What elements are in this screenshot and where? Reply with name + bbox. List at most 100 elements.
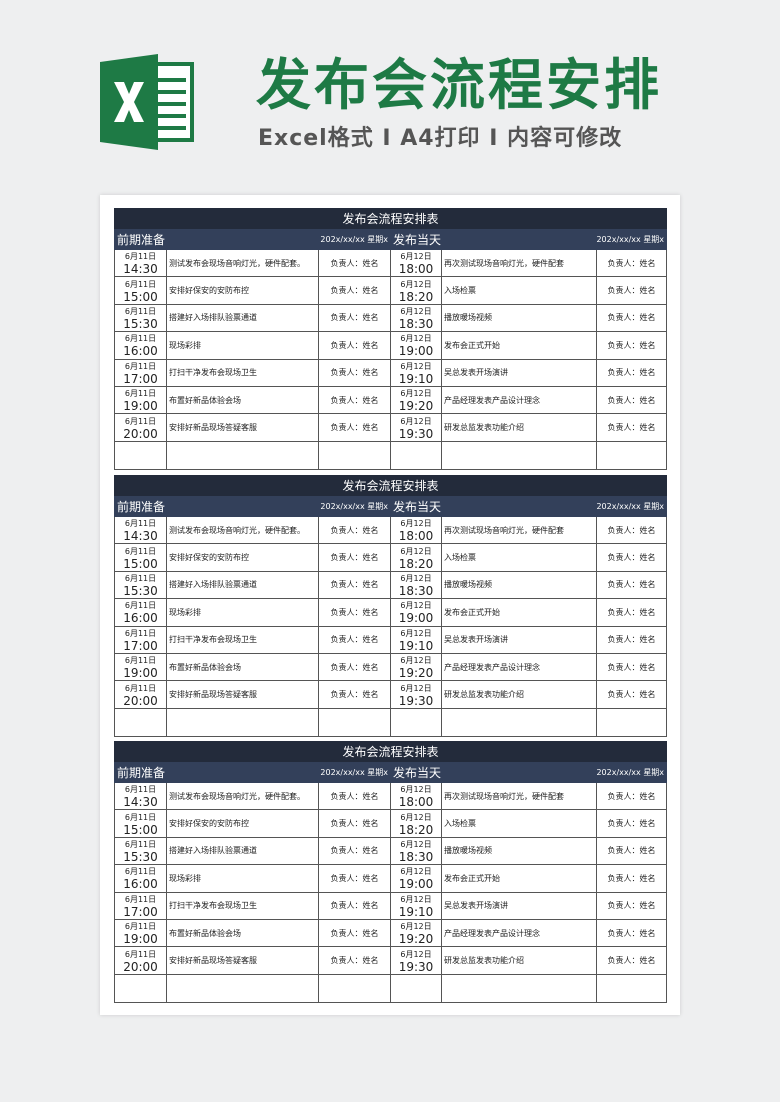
title: 发布会流程安排	[256, 53, 663, 117]
left-owner: 负责人：姓名	[318, 918, 391, 948]
right-owner: 负责人：姓名	[595, 413, 668, 442]
right-owner: 负责人：姓名	[595, 570, 668, 600]
day: 6月11日	[124, 894, 157, 904]
left-owner: 负责人：姓名	[318, 836, 391, 866]
right-date: 202x/xx/xx 星期x	[440, 495, 668, 517]
time: 19:00	[398, 344, 434, 359]
left-task: 安排好新品现场答疑客服	[166, 946, 319, 975]
left-owner: 负责人：姓名	[318, 358, 391, 387]
time: 20:00	[123, 693, 158, 708]
schedule-row: 6月11日 19:00 布置好新品体验会场 负责人：姓名 6月12日 19:20 产品经理发…	[114, 385, 668, 415]
right-time-cell: 6月12日 19:20	[390, 918, 442, 948]
table-title: 发布会流程安排表	[113, 208, 668, 229]
right-owner: 负责人：姓名	[595, 652, 668, 682]
left-task: 打扫干净发布会现场卫生	[166, 358, 319, 387]
right-owner: 负责人：姓名	[595, 331, 668, 360]
time: 17:00	[123, 904, 158, 919]
left-task: 安排好新品现场答疑客服	[166, 680, 319, 709]
excel-icon	[100, 54, 194, 150]
right-owner: 负责人：姓名	[595, 543, 668, 572]
day: 6月12日	[400, 812, 432, 822]
right-owner: 负责人：姓名	[595, 248, 668, 278]
left-time-cell: 6月11日 20:00	[114, 413, 167, 442]
table-body: 发布会流程安排表 前期准备 202x/xx/xx 星期x 发布当天 202x/xx/xx…	[113, 475, 668, 737]
schedule-row: 6月11日 17:00 打扫干净发布会现场卫生 负责人：姓名 6月12日 19:10 吴总发…	[114, 625, 668, 654]
left-date: 202x/xx/xx 星期x	[166, 228, 391, 250]
header-row: 前期准备 202x/xx/xx 星期x 发布当天 202x/xx/xx 星期x	[114, 495, 668, 517]
left-time-cell: 6月11日 20:00	[114, 946, 167, 975]
header-row: 前期准备 202x/xx/xx 星期x 发布当天 202x/xx/xx 星期x	[114, 228, 668, 250]
right-owner: 负责人：姓名	[595, 680, 668, 709]
time: 15:00	[123, 289, 158, 304]
right-task: 再次测试现场音响灯光，硬件配套	[441, 248, 597, 278]
day: 6月12日	[400, 252, 432, 262]
schedule-row: 6月11日 19:00 布置好新品体验会场 负责人：姓名 6月12日 19:20 产品经理发…	[114, 918, 668, 948]
empty-cell	[318, 707, 391, 737]
day: 6月12日	[400, 922, 432, 932]
left-task: 搭建好入场排队验票通道	[166, 570, 319, 600]
time: 18:20	[398, 822, 434, 837]
time: 16:00	[123, 611, 158, 626]
empty-row	[114, 707, 668, 737]
time: 19:20	[398, 666, 434, 681]
time: 19:00	[123, 666, 158, 681]
right-time-cell: 6月12日 19:00	[390, 331, 442, 360]
left-time-cell: 6月11日 17:00	[114, 891, 167, 920]
schedule-row: 6月11日 20:00 安排好新品现场答疑客服 负责人：姓名 6月12日 19:30 研发总…	[114, 946, 668, 975]
day: 6月11日	[124, 519, 157, 529]
schedule-row: 6月11日 17:00 打扫干净发布会现场卫生 负责人：姓名 6月12日 19:10 吴总发…	[114, 358, 668, 387]
day: 6月11日	[124, 949, 157, 959]
left-time-cell: 6月11日 17:00	[114, 625, 167, 654]
schedule-table: 发布会流程安排表 前期准备 202x/xx/xx 星期x 发布当天 202x/xx/xx…	[113, 741, 668, 1003]
right-time-cell: 6月12日 18:00	[390, 515, 442, 545]
empty-cell	[441, 973, 597, 1003]
title-row: 发布会流程安排表	[113, 208, 668, 229]
time: 19:20	[398, 399, 434, 414]
time: 19:30	[398, 693, 434, 708]
right-time-cell: 6月12日 19:30	[390, 680, 442, 709]
day: 6月12日	[400, 279, 432, 289]
schedule-row: 6月11日 14:30 测试发布会现场音响灯光，硬件配套。 负责人：姓名 6月12日 18…	[114, 515, 668, 545]
left-owner: 负责人：姓名	[318, 303, 391, 333]
right-task: 产品经理发表产品设计理念	[441, 652, 597, 682]
schedule-row: 6月11日 16:00 现场彩排 负责人：姓名 6月12日 19:00 发布会正式开始 负责人…	[114, 331, 668, 360]
title-row: 发布会流程安排表	[113, 741, 668, 762]
day: 6月12日	[400, 785, 432, 795]
day: 6月12日	[400, 389, 432, 399]
left-task: 安排好保安的安防布控	[166, 809, 319, 838]
schedule-row: 6月11日 20:00 安排好新品现场答疑客服 负责人：姓名 6月12日 19:30 研发总…	[114, 413, 668, 442]
right-header: 发布当天	[390, 761, 442, 783]
schedule-row: 6月11日 14:30 测试发布会现场音响灯光，硬件配套。 负责人：姓名 6月12日 18…	[114, 781, 668, 811]
right-owner: 负责人：姓名	[595, 946, 668, 975]
empty-cell	[441, 707, 597, 737]
right-task: 产品经理发表产品设计理念	[441, 918, 597, 948]
left-owner: 负责人：姓名	[318, 809, 391, 838]
right-date: 202x/xx/xx 星期x	[440, 228, 668, 250]
schedule-row: 6月11日 20:00 安排好新品现场答疑客服 负责人：姓名 6月12日 19:30 研发总…	[114, 680, 668, 709]
day: 6月11日	[124, 546, 157, 556]
right-task: 产品经理发表产品设计理念	[441, 385, 597, 415]
day: 6月11日	[124, 361, 157, 371]
left-owner: 负责人：姓名	[318, 891, 391, 920]
day: 6月11日	[124, 573, 157, 583]
left-task: 布置好新品体验会场	[166, 385, 319, 415]
left-time-cell: 6月11日 19:00	[114, 918, 167, 948]
empty-cell	[166, 440, 319, 470]
left-time-cell: 6月11日 15:30	[114, 836, 167, 866]
time: 19:00	[398, 611, 434, 626]
left-owner: 负责人：姓名	[318, 652, 391, 682]
day: 6月11日	[124, 785, 157, 795]
day: 6月11日	[124, 867, 157, 877]
left-header: 前期准备	[114, 761, 167, 783]
left-owner: 负责人：姓名	[318, 385, 391, 415]
left-owner: 负责人：姓名	[318, 864, 391, 893]
right-time-cell: 6月12日 19:00	[390, 864, 442, 893]
time: 19:10	[398, 371, 434, 386]
empty-cell	[166, 707, 319, 737]
left-time-cell: 6月11日 14:30	[114, 781, 167, 811]
time: 18:20	[398, 556, 434, 571]
right-owner: 负责人：姓名	[595, 303, 668, 333]
time: 19:00	[123, 932, 158, 947]
right-date: 202x/xx/xx 星期x	[440, 761, 668, 783]
day: 6月12日	[400, 416, 432, 426]
